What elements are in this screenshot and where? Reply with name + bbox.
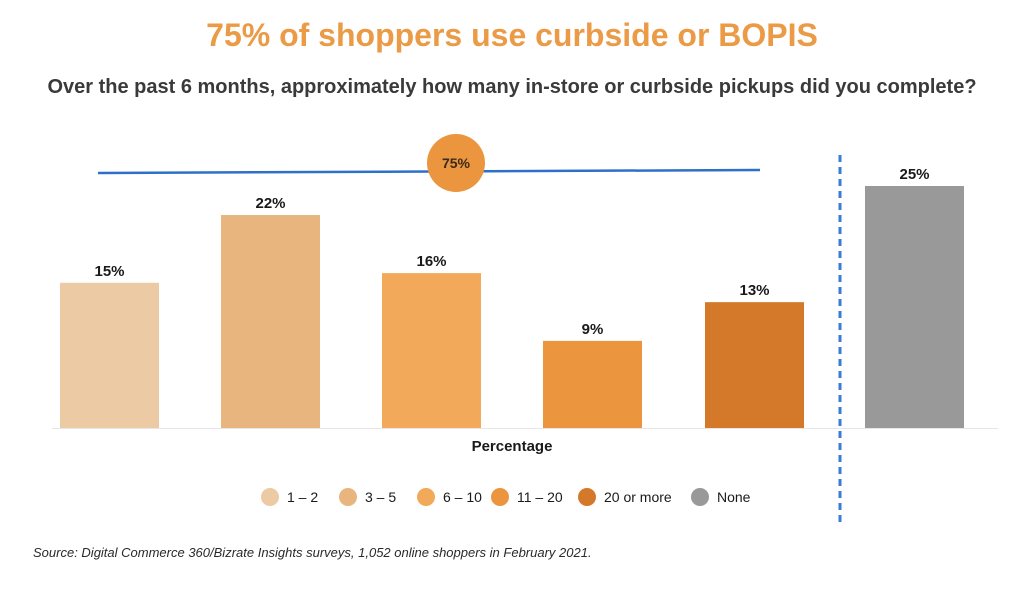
value-label-2: 22% <box>255 195 285 212</box>
legend-swatch-2 <box>339 488 357 506</box>
annotation-bubble <box>427 134 485 192</box>
legend-swatch-1 <box>261 488 279 506</box>
value-labels-group: 15% 22% 16% 9% 13% 25% <box>94 166 929 338</box>
bar-3 <box>382 273 481 428</box>
x-axis-label: Percentage <box>472 438 553 455</box>
bar-6 <box>865 186 964 428</box>
value-label-5: 13% <box>739 282 769 299</box>
legend-swatch-5 <box>578 488 596 506</box>
chart-title: 75% of shoppers use curbside or BOPIS <box>206 17 818 53</box>
legend-swatch-4 <box>491 488 509 506</box>
legend-swatch-6 <box>691 488 709 506</box>
legend: 1 – 2 3 – 5 6 – 10 11 – 20 20 or more None <box>261 488 751 506</box>
value-label-4: 9% <box>582 321 604 338</box>
annotation-label: 75% <box>442 155 471 171</box>
bar-4 <box>543 340 642 428</box>
value-label-6: 25% <box>899 166 929 183</box>
source-note: Source: Digital Commerce 360/Bizrate Ins… <box>33 545 592 560</box>
bar-1 <box>60 282 159 428</box>
legend-label-6: None <box>717 489 751 505</box>
chart-subtitle: Over the past 6 months, approximately ho… <box>47 76 976 98</box>
legend-label-4: 11 – 20 <box>517 489 563 505</box>
legend-label-1: 1 – 2 <box>287 489 318 505</box>
bar-2 <box>221 215 320 428</box>
bars-group <box>60 186 964 428</box>
legend-label-3: 6 – 10 <box>443 489 482 505</box>
value-label-1: 15% <box>94 263 124 280</box>
legend-label-2: 3 – 5 <box>365 489 396 505</box>
bar-5 <box>705 302 804 428</box>
legend-swatch-3 <box>417 488 435 506</box>
legend-label-5: 20 or more <box>604 489 672 505</box>
value-label-3: 16% <box>416 253 446 270</box>
